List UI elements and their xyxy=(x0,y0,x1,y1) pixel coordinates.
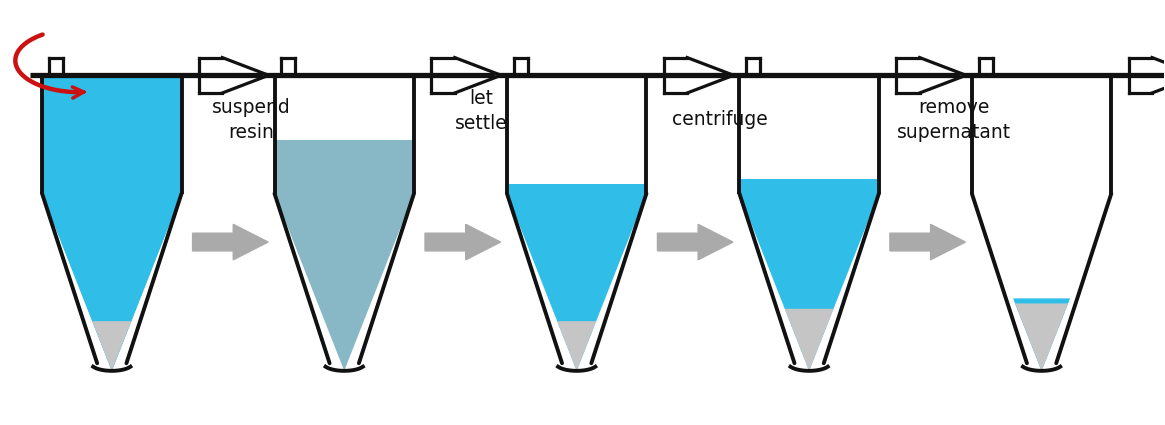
Polygon shape xyxy=(1015,303,1068,371)
Polygon shape xyxy=(507,193,647,371)
Polygon shape xyxy=(42,75,182,193)
Polygon shape xyxy=(785,309,833,371)
Polygon shape xyxy=(557,321,596,371)
Polygon shape xyxy=(275,193,414,371)
Polygon shape xyxy=(507,184,647,193)
Text: let
settle: let settle xyxy=(456,89,508,133)
Polygon shape xyxy=(740,179,878,193)
FancyArrow shape xyxy=(425,224,501,260)
Text: remove
supernatant: remove supernatant xyxy=(897,98,1011,142)
Polygon shape xyxy=(42,193,182,371)
Text: suspend
resin: suspend resin xyxy=(212,98,290,142)
Polygon shape xyxy=(92,321,132,371)
Polygon shape xyxy=(42,181,182,193)
Polygon shape xyxy=(42,193,182,371)
Polygon shape xyxy=(275,140,414,193)
Text: centrifuge: centrifuge xyxy=(672,110,768,129)
Polygon shape xyxy=(1014,298,1071,371)
Polygon shape xyxy=(1015,303,1068,371)
Polygon shape xyxy=(740,193,878,371)
FancyArrow shape xyxy=(657,224,733,260)
FancyArrow shape xyxy=(192,224,268,260)
FancyArrow shape xyxy=(890,224,966,260)
